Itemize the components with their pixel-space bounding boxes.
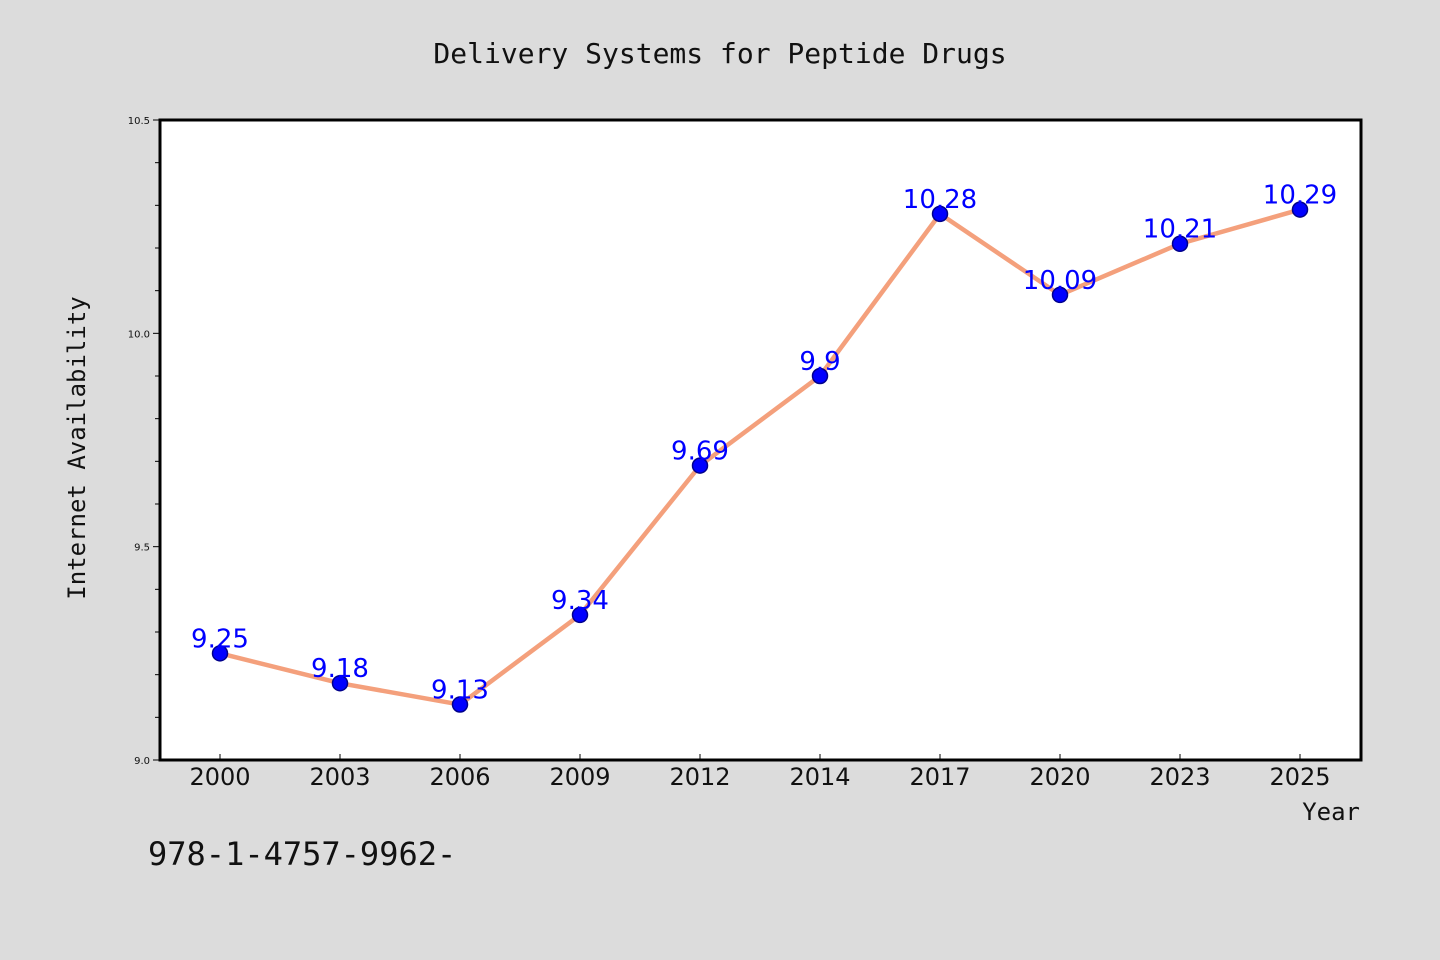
x-tick-label: 2023 xyxy=(1149,763,1210,791)
y-tick-label: 9.5 xyxy=(134,543,150,554)
data-point xyxy=(211,645,229,662)
y-axis-label: Internet Availability xyxy=(63,296,91,599)
data-label: 9.18 xyxy=(311,654,369,684)
y-tick-label: 10.5 xyxy=(128,116,150,127)
data-label: 10.29 xyxy=(1263,181,1337,211)
x-axis-label: Year xyxy=(1302,798,1360,826)
data-label: 9.13 xyxy=(431,676,489,706)
plot-area xyxy=(158,118,1363,762)
x-tick-label: 2000 xyxy=(189,763,250,791)
x-tick-label: 2020 xyxy=(1029,763,1090,791)
y-tick-label: 10.0 xyxy=(128,329,150,340)
x-tick-label: 2003 xyxy=(309,763,370,791)
data-label: 10.21 xyxy=(1143,215,1217,245)
x-tick-label: 2009 xyxy=(549,763,610,791)
data-point xyxy=(1051,286,1069,304)
data-point xyxy=(331,674,349,692)
y-axis: 9.0 9.5 10.0 10.5 xyxy=(128,116,160,767)
data-label: 9.69 xyxy=(671,437,729,467)
x-tick-label: 2014 xyxy=(789,763,850,791)
footer-text: 978-1-4757-9962- xyxy=(148,835,456,873)
data-point xyxy=(571,606,589,624)
chart-title: Delivery Systems for Peptide Drugs xyxy=(433,37,1006,70)
data-label: 9.25 xyxy=(191,624,249,654)
x-axis: 2000 2003 2006 2009 2012 2014 2017 2020 2023 2025 xyxy=(189,754,1331,791)
y-tick-label: 9.0 xyxy=(134,756,150,767)
x-tick-label: 2012 xyxy=(669,763,730,791)
data-point xyxy=(451,696,469,713)
x-tick-label: 2025 xyxy=(1269,763,1330,791)
data-label: 10.09 xyxy=(1023,266,1097,296)
series-line xyxy=(219,207,1301,707)
data-point xyxy=(1171,235,1189,252)
data-label: 10.28 xyxy=(903,185,977,215)
series-layer: 9.25 9.18 9.13 9.34 9.69 9.9 10.28 10.09 10.21 10… xyxy=(191,181,1337,713)
data-point xyxy=(691,457,709,474)
data-point xyxy=(1291,201,1309,218)
data-label: 9.34 xyxy=(551,586,609,616)
x-tick-label: 2017 xyxy=(909,763,970,791)
data-point xyxy=(811,367,829,385)
data-point xyxy=(931,205,949,223)
data-label: 9.9 xyxy=(799,347,840,377)
x-tick-label: 2006 xyxy=(429,763,490,791)
